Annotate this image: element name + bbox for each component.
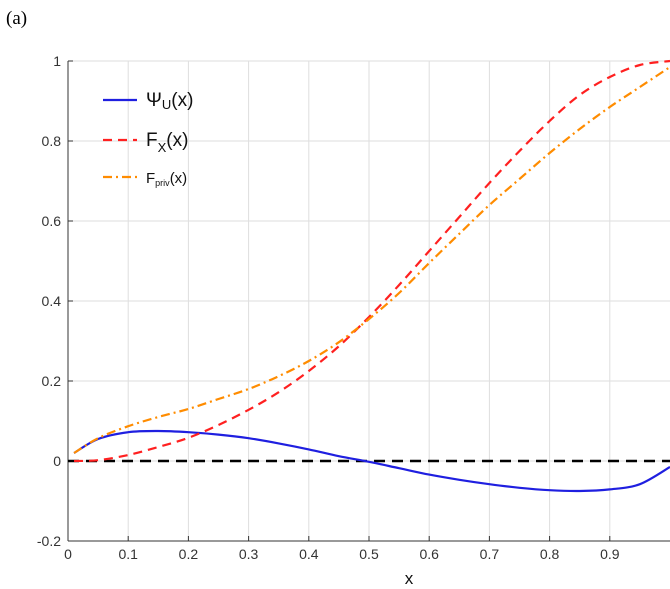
x-tick-label: 0.8 — [540, 546, 560, 562]
x-axis-label: x — [405, 569, 414, 588]
y-tick-label: 0 — [53, 453, 61, 469]
legend-entry-psi-u: ΨU(x) — [146, 90, 193, 112]
y-tick-label: 0.6 — [42, 213, 62, 229]
legend-entry-f-priv: Fpriv(x) — [146, 170, 187, 188]
y-tick-label: 1 — [53, 53, 61, 69]
x-tick-label: 0.7 — [480, 546, 500, 562]
y-tick-label: 0.4 — [42, 293, 62, 309]
y-tick-label: 0.8 — [42, 133, 62, 149]
series-psi-u-line — [73, 429, 670, 493]
series-f-priv-line — [73, 66, 670, 454]
panel-label: (a) — [6, 8, 28, 29]
series-f-x-line — [73, 59, 670, 463]
y-tick-label: -0.2 — [37, 533, 61, 549]
x-tick-label: 0.4 — [299, 546, 319, 562]
x-tick-label: 0.9 — [600, 546, 620, 562]
x-tick-label: 0.5 — [359, 546, 379, 562]
x-tick-label: 0 — [64, 546, 72, 562]
x-tick-label: 0.1 — [118, 546, 138, 562]
x-tick-label: 0.6 — [419, 546, 439, 562]
legend-entry-f-x: FX(x) — [146, 130, 188, 155]
x-tick-label: 0.3 — [239, 546, 259, 562]
y-tick-label: 0.2 — [42, 373, 62, 389]
x-tick-label: 0.2 — [179, 546, 199, 562]
